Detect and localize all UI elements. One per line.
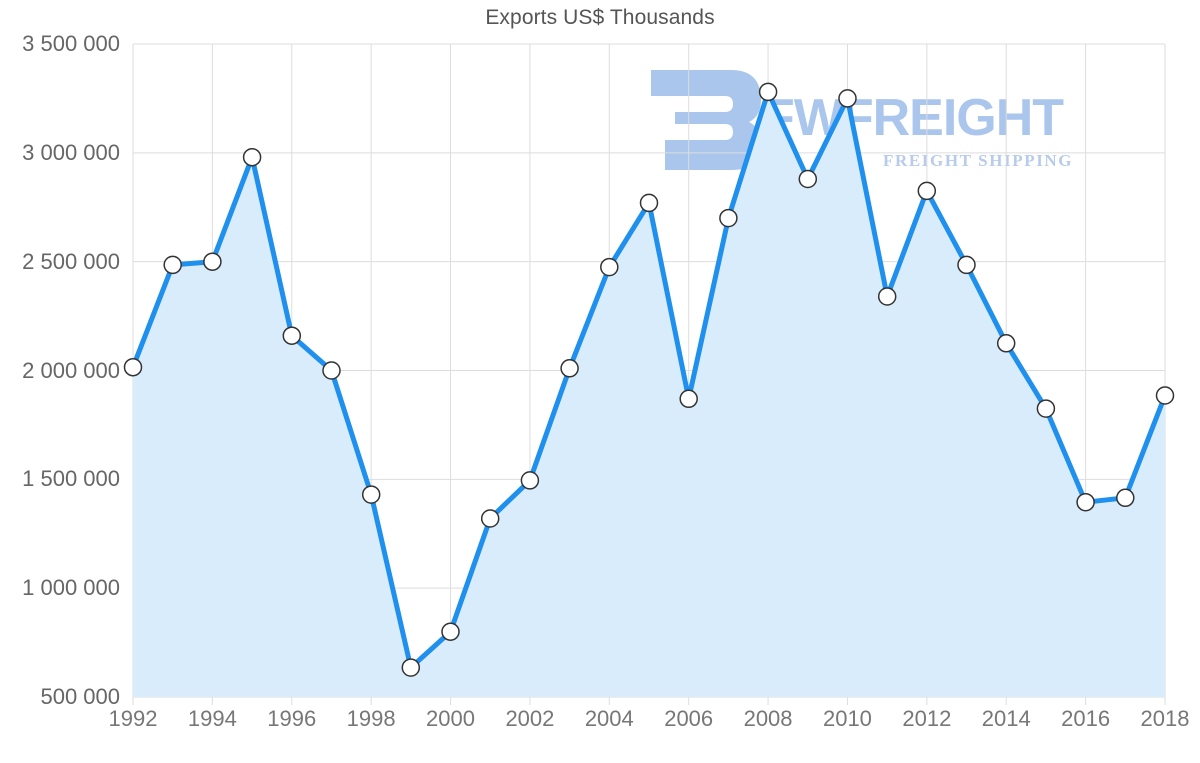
x-tick-label: 2000 — [426, 706, 475, 731]
data-markers — [123, 82, 1175, 677]
chart-title: Exports US$ Thousands — [485, 6, 715, 29]
data-point-2011[interactable] — [877, 287, 897, 306]
x-tick-label: 2018 — [1140, 706, 1190, 731]
x-tick-label: 2002 — [505, 706, 555, 731]
data-point-1994[interactable] — [203, 252, 222, 271]
x-tick-label: 1998 — [346, 706, 396, 731]
data-point-1992[interactable] — [123, 357, 143, 377]
x-tick-label: 1992 — [108, 706, 158, 731]
y-tick-label: 3 000 000 — [22, 139, 120, 165]
data-point-2012[interactable] — [917, 181, 937, 201]
y-tick-label: 1 000 000 — [22, 575, 120, 601]
data-point-1995[interactable] — [242, 147, 262, 167]
data-point-2018[interactable] — [1155, 386, 1175, 405]
x-tick-label: 2006 — [664, 706, 714, 731]
data-point-2016[interactable] — [1076, 492, 1095, 512]
area-fill — [133, 91, 1165, 697]
y-tick-label: 1 500 000 — [22, 466, 120, 492]
data-point-2009[interactable] — [798, 169, 818, 189]
data-point-1993[interactable] — [163, 255, 182, 275]
x-tick-label: 1994 — [187, 706, 237, 731]
data-point-2017[interactable] — [1116, 488, 1135, 508]
y-tick-label: 2 500 000 — [22, 248, 120, 274]
y-tick-label: 2 000 000 — [22, 357, 120, 383]
data-point-1999[interactable] — [401, 658, 421, 677]
data-point-2005[interactable] — [639, 193, 659, 213]
data-point-2006[interactable] — [679, 389, 698, 409]
x-tick-label: 2014 — [981, 706, 1031, 731]
x-tick-label: 2012 — [902, 706, 952, 731]
data-point-1998[interactable] — [361, 485, 381, 504]
y-tick-label: 3 500 000 — [22, 31, 120, 56]
y-tick-label: 500 000 — [40, 684, 120, 709]
data-point-1997[interactable] — [322, 361, 341, 380]
data-point-2001[interactable] — [480, 509, 500, 528]
data-point-2014[interactable] — [996, 334, 1016, 353]
data-point-2013[interactable] — [957, 255, 976, 275]
data-point-2003[interactable] — [560, 359, 579, 378]
data-point-2002[interactable] — [520, 471, 540, 490]
x-tick-label: 2004 — [584, 706, 634, 731]
data-point-2015[interactable] — [1036, 399, 1056, 418]
data-point-2004[interactable] — [600, 257, 619, 277]
x-tick-label: 1996 — [267, 706, 317, 731]
data-point-2000[interactable] — [441, 622, 460, 641]
data-point-2010[interactable] — [838, 89, 857, 108]
x-tick-label: 2010 — [822, 706, 872, 731]
data-point-1996[interactable] — [282, 326, 302, 345]
data-point-2007[interactable] — [719, 208, 738, 228]
x-tick-label: 2008 — [743, 706, 793, 731]
x-tick-label: 2016 — [1061, 706, 1111, 731]
